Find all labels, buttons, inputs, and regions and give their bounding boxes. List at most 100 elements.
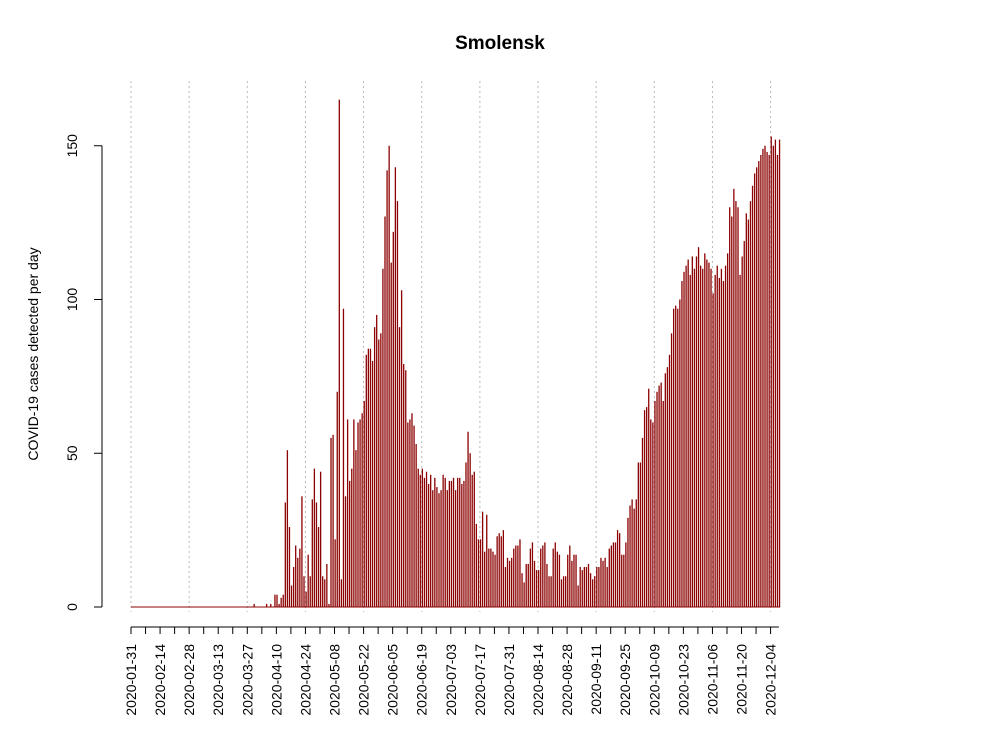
bar (384, 216, 386, 607)
bar (440, 490, 442, 607)
bar (683, 271, 685, 607)
bar (756, 167, 758, 607)
bar (641, 437, 644, 607)
bar (502, 530, 505, 607)
bar (407, 422, 409, 607)
bar (552, 548, 554, 607)
x-tick-label: 2020-12-04 (763, 644, 779, 716)
bar (521, 573, 523, 607)
bar (319, 471, 322, 607)
bar (608, 548, 610, 607)
bar (390, 262, 392, 607)
bar (286, 450, 289, 607)
bar (479, 539, 482, 607)
bar (467, 431, 469, 607)
bar (770, 136, 772, 607)
bar (546, 563, 548, 607)
bar (562, 576, 565, 607)
bar (689, 274, 691, 607)
x-tick-label: 2020-09-25 (617, 644, 633, 716)
bar (380, 333, 382, 607)
bar (346, 419, 349, 607)
bar (538, 570, 540, 607)
bar (577, 585, 579, 607)
bar (571, 560, 573, 607)
bar (722, 281, 725, 607)
bar (677, 308, 679, 607)
x-tick-label: 2020-09-11 (588, 644, 604, 715)
bar (367, 348, 370, 607)
bar (282, 594, 284, 607)
bar (315, 502, 318, 607)
bar (498, 533, 500, 607)
bar (621, 554, 623, 607)
bar (322, 576, 324, 607)
bar (415, 444, 417, 607)
bar (359, 419, 361, 607)
bar (695, 256, 698, 607)
bar (515, 545, 517, 607)
bar (290, 585, 293, 607)
bar (448, 480, 451, 607)
bar (511, 557, 513, 607)
bar (602, 560, 604, 607)
bar (627, 517, 629, 607)
bar (718, 277, 720, 607)
bar (670, 333, 673, 607)
bar (292, 567, 295, 607)
bar (355, 450, 357, 607)
bar (471, 474, 473, 607)
bar (550, 576, 552, 607)
bar (708, 262, 710, 607)
bar (629, 505, 631, 607)
bar (631, 499, 633, 607)
bar (388, 145, 390, 607)
bar (614, 542, 617, 607)
bar (504, 567, 507, 607)
bar (768, 154, 770, 607)
bar (610, 545, 612, 607)
bar (540, 548, 542, 607)
y-tick-label: 150 (64, 134, 80, 158)
bar (405, 370, 407, 607)
x-tick-label: 2020-11-06 (704, 644, 720, 715)
bar (326, 563, 328, 607)
bar (427, 484, 430, 607)
bar (598, 567, 600, 607)
bar (581, 570, 583, 607)
bar (724, 265, 727, 607)
bar (486, 514, 488, 607)
bar (712, 293, 714, 607)
bar (579, 567, 581, 607)
bar (301, 496, 303, 607)
bar (369, 348, 372, 607)
y-tick-label: 50 (64, 445, 80, 461)
bar (351, 468, 353, 607)
bar (743, 241, 745, 607)
bar (494, 554, 496, 607)
y-tick-label: 0 (64, 603, 80, 611)
bar (344, 496, 347, 607)
bar (592, 579, 594, 607)
bar (691, 256, 693, 607)
bar (446, 490, 448, 607)
x-tick-label: 2020-10-09 (646, 644, 662, 716)
bar (450, 480, 453, 607)
bar (349, 480, 351, 607)
bar (745, 213, 747, 607)
bar (338, 99, 340, 607)
bar (305, 591, 307, 607)
bar (565, 576, 567, 607)
bar (500, 536, 502, 607)
bar (419, 474, 421, 607)
bar (378, 339, 380, 607)
bar (666, 367, 669, 607)
bar (764, 145, 766, 607)
x-tick-label: 2020-06-19 (414, 644, 430, 716)
bar (382, 268, 384, 607)
bar (278, 603, 280, 607)
bar (587, 563, 590, 607)
bar (650, 419, 652, 607)
x-tick-label: 2020-07-17 (472, 644, 488, 716)
bar (716, 265, 718, 607)
